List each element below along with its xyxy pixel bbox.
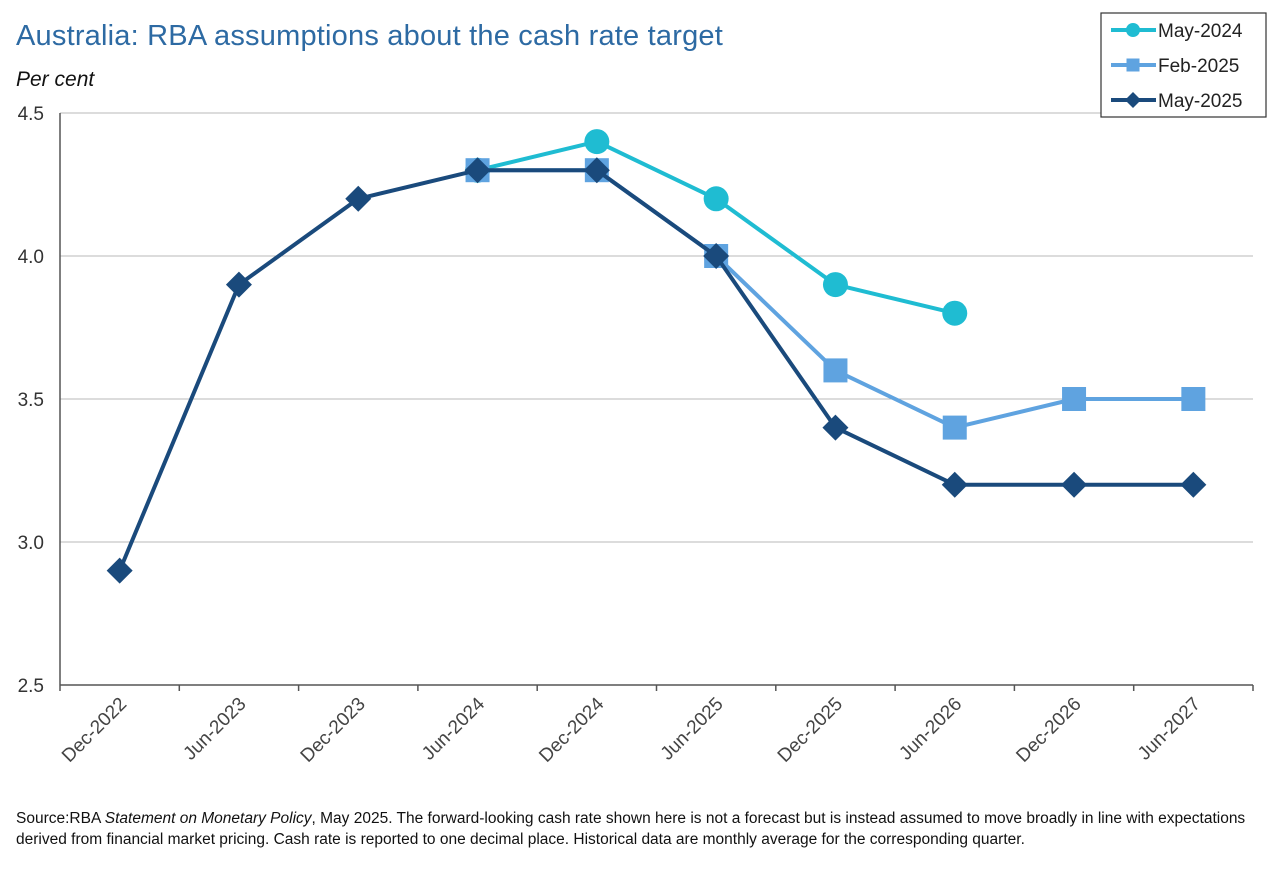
data-point-may-2024 — [942, 300, 968, 326]
legend-item-may-2024: May-2024 — [1111, 21, 1243, 42]
data-point-may-2025 — [464, 157, 491, 184]
y-tick-label: 2.5 — [18, 676, 44, 697]
data-point-may-2025 — [703, 243, 730, 269]
y-tick-label: 4.0 — [18, 247, 44, 268]
legend-label: May-2025 — [1158, 91, 1243, 112]
data-point-may-2024 — [703, 186, 729, 212]
y-tick-label: 3.0 — [18, 533, 44, 554]
legend-label: Feb-2025 — [1158, 56, 1239, 77]
y-tick-label: 4.5 — [18, 104, 44, 125]
x-tick-label: Dec-2022 — [58, 694, 131, 767]
x-tick-label: Jun-2023 — [180, 694, 251, 765]
legend: May-2024 Feb-2025 May-2025 — [1100, 12, 1267, 118]
series-feb-2025 — [465, 158, 1206, 440]
chart-title: Australia: RBA assumptions about the cas… — [16, 20, 723, 52]
data-point-feb-2025 — [942, 415, 967, 440]
x-tick-label: Jun-2024 — [418, 693, 489, 764]
series-line-may-2024 — [477, 139, 956, 316]
x-tick-label: Dec-2025 — [774, 694, 847, 767]
x-tick-label: Dec-2026 — [1012, 694, 1085, 767]
y-tick-label: 3.5 — [18, 390, 44, 411]
x-tick-label: Jun-2027 — [1134, 694, 1205, 765]
series-may-2024 — [465, 129, 968, 326]
legend-swatch-marker — [1126, 58, 1140, 72]
legend-label: May-2024 — [1158, 21, 1243, 42]
data-point-may-2025 — [106, 557, 133, 584]
data-point-may-2025 — [225, 271, 252, 298]
legend-swatch-marker — [1126, 23, 1140, 37]
data-point-feb-2025 — [1181, 387, 1206, 411]
data-point-may-2025 — [822, 414, 849, 441]
data-point-may-2025 — [1180, 471, 1207, 498]
data-point-may-2024 — [584, 129, 610, 155]
legend-swatch-marker — [1125, 92, 1141, 108]
x-tick-label: Dec-2023 — [297, 694, 370, 767]
data-point-may-2025 — [1061, 471, 1088, 498]
data-point-may-2025 — [345, 185, 372, 212]
x-tick-label: Dec-2024 — [535, 693, 608, 766]
data-point-may-2024 — [822, 272, 848, 298]
data-point-may-2025 — [583, 157, 610, 184]
gridlines — [60, 112, 1253, 543]
series-may-2025 — [106, 157, 1207, 584]
y-axis-unit-label: Per cent — [16, 68, 95, 91]
data-point-feb-2025 — [823, 358, 848, 383]
series-line-may-2025 — [117, 168, 1194, 572]
source-note: Source:RBA Statement on Monetary Policy,… — [16, 808, 1246, 850]
x-tick-label: Jun-2026 — [895, 694, 966, 765]
source-publication: Statement on Monetary Policy — [104, 810, 312, 827]
source-text: , May 2025. The forward-looking cash rat… — [16, 810, 1246, 848]
axes: 2.5 3.0 3.5 4.0 4.5 Dec-2022 Jun-2023 Dec-2023 J… — [18, 104, 1254, 767]
legend-item-may-2025: May-2025 — [1111, 91, 1243, 112]
data-point-may-2025 — [941, 471, 968, 498]
series-group — [106, 129, 1207, 584]
legend-item-feb-2025: Feb-2025 — [1111, 56, 1239, 77]
source-prefix: Source:RBA — [16, 810, 105, 827]
data-point-feb-2025 — [1062, 387, 1087, 411]
x-tick-label: Jun-2025 — [657, 694, 728, 765]
